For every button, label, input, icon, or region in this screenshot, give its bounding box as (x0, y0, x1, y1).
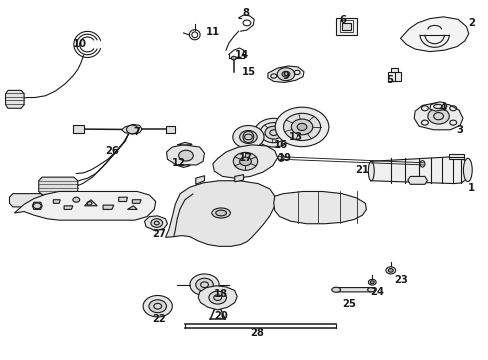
Circle shape (189, 274, 219, 296)
Text: 16: 16 (273, 140, 287, 150)
Polygon shape (103, 205, 114, 210)
Circle shape (239, 131, 257, 143)
Polygon shape (335, 288, 371, 292)
Text: 23: 23 (394, 275, 407, 285)
Polygon shape (429, 102, 446, 111)
Polygon shape (119, 197, 127, 202)
Circle shape (178, 150, 193, 161)
Circle shape (275, 107, 328, 147)
Polygon shape (73, 126, 83, 133)
Polygon shape (127, 206, 137, 210)
Circle shape (283, 113, 320, 140)
Circle shape (385, 267, 395, 274)
Circle shape (233, 152, 257, 170)
Circle shape (291, 119, 312, 135)
Text: 1: 1 (467, 183, 474, 193)
Circle shape (254, 118, 293, 147)
Polygon shape (9, 194, 44, 207)
Polygon shape (390, 68, 397, 72)
Text: 28: 28 (250, 328, 264, 338)
Polygon shape (165, 126, 175, 133)
Polygon shape (39, 177, 78, 195)
Circle shape (367, 279, 375, 285)
Circle shape (151, 219, 162, 227)
Polygon shape (84, 200, 97, 206)
Text: 25: 25 (341, 299, 355, 309)
Ellipse shape (331, 287, 340, 292)
Ellipse shape (215, 210, 226, 216)
Polygon shape (407, 176, 427, 184)
Polygon shape (413, 103, 462, 130)
Circle shape (195, 278, 213, 291)
Circle shape (239, 157, 251, 166)
Text: 12: 12 (171, 158, 185, 168)
Polygon shape (53, 200, 60, 203)
Circle shape (264, 126, 282, 139)
Text: 8: 8 (242, 8, 248, 18)
Circle shape (149, 300, 166, 313)
Text: 10: 10 (73, 40, 87, 49)
Polygon shape (165, 181, 274, 246)
Polygon shape (177, 142, 191, 145)
Circle shape (73, 197, 80, 202)
Ellipse shape (433, 104, 442, 109)
Circle shape (126, 125, 138, 134)
Text: 5: 5 (385, 75, 392, 85)
Text: 27: 27 (152, 229, 165, 239)
Text: 26: 26 (105, 146, 119, 156)
Circle shape (277, 68, 294, 81)
Text: 4: 4 (439, 103, 446, 113)
Polygon shape (176, 165, 189, 167)
Text: 3: 3 (456, 125, 463, 135)
Text: 19: 19 (277, 153, 291, 163)
Circle shape (232, 126, 264, 148)
Text: 13: 13 (288, 132, 302, 142)
Polygon shape (400, 17, 468, 51)
Text: 9: 9 (282, 71, 289, 81)
Text: 7: 7 (133, 127, 140, 136)
Polygon shape (195, 176, 204, 184)
Text: 22: 22 (152, 314, 165, 324)
Polygon shape (144, 216, 167, 231)
Circle shape (143, 296, 172, 317)
Text: 24: 24 (369, 287, 384, 297)
Polygon shape (212, 145, 277, 178)
Polygon shape (341, 23, 350, 30)
Polygon shape (448, 154, 463, 159)
Polygon shape (369, 157, 470, 184)
Polygon shape (5, 90, 24, 108)
Text: 14: 14 (234, 50, 248, 60)
Circle shape (427, 108, 448, 124)
Polygon shape (14, 192, 156, 220)
Circle shape (387, 269, 392, 272)
Text: 11: 11 (205, 27, 219, 37)
Circle shape (231, 56, 236, 60)
Polygon shape (64, 206, 73, 210)
Polygon shape (122, 125, 142, 134)
Polygon shape (335, 18, 356, 35)
Text: 20: 20 (214, 311, 227, 320)
Ellipse shape (211, 208, 230, 218)
Polygon shape (32, 202, 42, 210)
Circle shape (369, 281, 373, 284)
Text: 6: 6 (339, 15, 346, 26)
Text: 21: 21 (355, 165, 369, 175)
Polygon shape (198, 286, 237, 310)
Text: 2: 2 (467, 18, 474, 28)
Text: 18: 18 (214, 289, 228, 299)
Polygon shape (267, 66, 304, 82)
Circle shape (297, 123, 306, 131)
Text: 17: 17 (238, 153, 252, 163)
Circle shape (208, 291, 226, 304)
Polygon shape (273, 192, 366, 224)
Ellipse shape (367, 288, 374, 292)
Text: 15: 15 (242, 67, 256, 77)
Ellipse shape (367, 161, 373, 181)
Polygon shape (387, 72, 400, 81)
Ellipse shape (463, 158, 471, 181)
Polygon shape (234, 175, 243, 182)
Polygon shape (166, 145, 204, 165)
Polygon shape (132, 200, 141, 203)
